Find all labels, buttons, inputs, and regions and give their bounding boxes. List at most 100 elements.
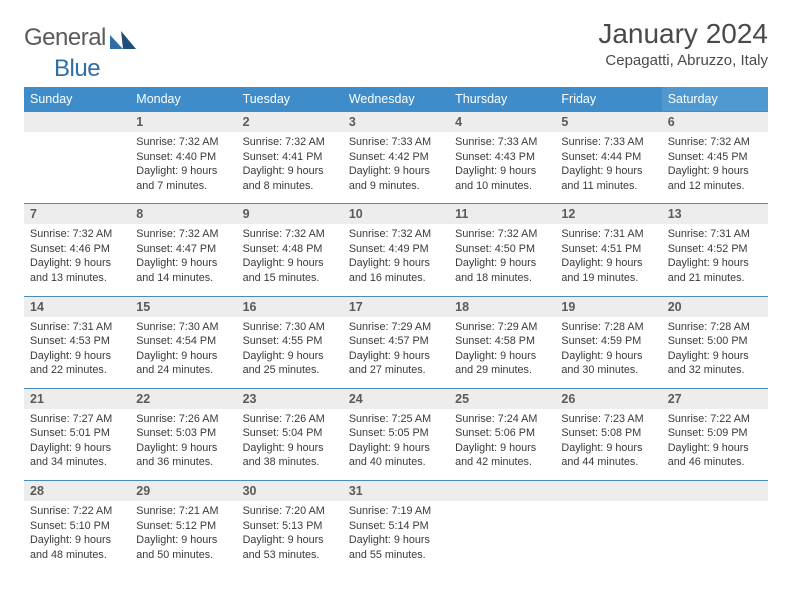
day-number <box>555 481 661 501</box>
day-body: Sunrise: 7:33 AMSunset: 4:43 PMDaylight:… <box>449 132 555 203</box>
calendar-day-cell: 16Sunrise: 7:30 AMSunset: 4:55 PMDayligh… <box>237 296 343 388</box>
day-number: 26 <box>555 389 661 409</box>
brand-name-b: Blue <box>54 55 100 82</box>
calendar-day-cell: 6Sunrise: 7:32 AMSunset: 4:45 PMDaylight… <box>662 112 768 204</box>
calendar-day-cell <box>555 481 661 573</box>
day-number <box>662 481 768 501</box>
day-body: Sunrise: 7:32 AMSunset: 4:45 PMDaylight:… <box>662 132 768 203</box>
calendar-day-cell: 24Sunrise: 7:25 AMSunset: 5:05 PMDayligh… <box>343 388 449 480</box>
calendar-day-cell: 3Sunrise: 7:33 AMSunset: 4:42 PMDaylight… <box>343 112 449 204</box>
calendar-day-cell: 29Sunrise: 7:21 AMSunset: 5:12 PMDayligh… <box>130 481 236 573</box>
day-number: 29 <box>130 481 236 501</box>
brand-name-a: General <box>24 24 106 52</box>
day-body: Sunrise: 7:19 AMSunset: 5:14 PMDaylight:… <box>343 501 449 572</box>
day-body: Sunrise: 7:20 AMSunset: 5:13 PMDaylight:… <box>237 501 343 572</box>
day-number: 5 <box>555 112 661 132</box>
calendar-day-cell: 8Sunrise: 7:32 AMSunset: 4:47 PMDaylight… <box>130 204 236 296</box>
day-body: Sunrise: 7:26 AMSunset: 5:04 PMDaylight:… <box>237 409 343 480</box>
day-body: Sunrise: 7:31 AMSunset: 4:53 PMDaylight:… <box>24 317 130 388</box>
calendar-day-cell: 10Sunrise: 7:32 AMSunset: 4:49 PMDayligh… <box>343 204 449 296</box>
calendar-day-cell: 31Sunrise: 7:19 AMSunset: 5:14 PMDayligh… <box>343 481 449 573</box>
day-body: Sunrise: 7:32 AMSunset: 4:46 PMDaylight:… <box>24 224 130 295</box>
calendar-day-cell: 30Sunrise: 7:20 AMSunset: 5:13 PMDayligh… <box>237 481 343 573</box>
calendar-day-cell: 12Sunrise: 7:31 AMSunset: 4:51 PMDayligh… <box>555 204 661 296</box>
day-body: Sunrise: 7:32 AMSunset: 4:50 PMDaylight:… <box>449 224 555 295</box>
calendar-day-cell: 22Sunrise: 7:26 AMSunset: 5:03 PMDayligh… <box>130 388 236 480</box>
calendar-day-cell: 7Sunrise: 7:32 AMSunset: 4:46 PMDaylight… <box>24 204 130 296</box>
day-number: 22 <box>130 389 236 409</box>
calendar-day-cell: 27Sunrise: 7:22 AMSunset: 5:09 PMDayligh… <box>662 388 768 480</box>
day-body: Sunrise: 7:29 AMSunset: 4:58 PMDaylight:… <box>449 317 555 388</box>
day-body <box>24 132 130 190</box>
day-number: 12 <box>555 204 661 224</box>
calendar-table: SundayMondayTuesdayWednesdayThursdayFrid… <box>24 87 768 572</box>
day-number: 21 <box>24 389 130 409</box>
day-body: Sunrise: 7:32 AMSunset: 4:48 PMDaylight:… <box>237 224 343 295</box>
calendar-day-cell: 19Sunrise: 7:28 AMSunset: 4:59 PMDayligh… <box>555 296 661 388</box>
calendar-week-row: 7Sunrise: 7:32 AMSunset: 4:46 PMDaylight… <box>24 204 768 296</box>
calendar-day-cell: 21Sunrise: 7:27 AMSunset: 5:01 PMDayligh… <box>24 388 130 480</box>
calendar-day-cell: 2Sunrise: 7:32 AMSunset: 4:41 PMDaylight… <box>237 112 343 204</box>
day-number: 24 <box>343 389 449 409</box>
day-number: 17 <box>343 297 449 317</box>
day-body: Sunrise: 7:29 AMSunset: 4:57 PMDaylight:… <box>343 317 449 388</box>
day-body: Sunrise: 7:32 AMSunset: 4:47 PMDaylight:… <box>130 224 236 295</box>
day-number: 10 <box>343 204 449 224</box>
day-body: Sunrise: 7:22 AMSunset: 5:10 PMDaylight:… <box>24 501 130 572</box>
day-body: Sunrise: 7:24 AMSunset: 5:06 PMDaylight:… <box>449 409 555 480</box>
day-body <box>449 501 555 559</box>
calendar-day-cell: 28Sunrise: 7:22 AMSunset: 5:10 PMDayligh… <box>24 481 130 573</box>
day-number: 3 <box>343 112 449 132</box>
calendar-day-cell: 23Sunrise: 7:26 AMSunset: 5:04 PMDayligh… <box>237 388 343 480</box>
day-number: 19 <box>555 297 661 317</box>
calendar-day-cell: 14Sunrise: 7:31 AMSunset: 4:53 PMDayligh… <box>24 296 130 388</box>
calendar-week-row: 21Sunrise: 7:27 AMSunset: 5:01 PMDayligh… <box>24 388 768 480</box>
calendar-day-cell: 5Sunrise: 7:33 AMSunset: 4:44 PMDaylight… <box>555 112 661 204</box>
weekday-header: Tuesday <box>237 87 343 112</box>
month-title: January 2024 <box>598 18 768 50</box>
weekday-header: Wednesday <box>343 87 449 112</box>
day-number: 31 <box>343 481 449 501</box>
day-body: Sunrise: 7:26 AMSunset: 5:03 PMDaylight:… <box>130 409 236 480</box>
day-body: Sunrise: 7:25 AMSunset: 5:05 PMDaylight:… <box>343 409 449 480</box>
day-number: 28 <box>24 481 130 501</box>
brand-logo: General <box>24 24 140 52</box>
weekday-header: Monday <box>130 87 236 112</box>
calendar-week-row: 28Sunrise: 7:22 AMSunset: 5:10 PMDayligh… <box>24 481 768 573</box>
calendar-day-cell: 15Sunrise: 7:30 AMSunset: 4:54 PMDayligh… <box>130 296 236 388</box>
day-body <box>555 501 661 559</box>
calendar-day-cell: 11Sunrise: 7:32 AMSunset: 4:50 PMDayligh… <box>449 204 555 296</box>
brand-mark-icon <box>110 27 136 49</box>
day-number: 30 <box>237 481 343 501</box>
calendar-day-cell <box>449 481 555 573</box>
day-number: 23 <box>237 389 343 409</box>
day-number: 2 <box>237 112 343 132</box>
day-body: Sunrise: 7:32 AMSunset: 4:49 PMDaylight:… <box>343 224 449 295</box>
day-number: 15 <box>130 297 236 317</box>
day-number: 4 <box>449 112 555 132</box>
day-number <box>24 112 130 132</box>
weekday-header: Friday <box>555 87 661 112</box>
day-body: Sunrise: 7:28 AMSunset: 4:59 PMDaylight:… <box>555 317 661 388</box>
calendar-day-cell: 25Sunrise: 7:24 AMSunset: 5:06 PMDayligh… <box>449 388 555 480</box>
calendar-day-cell: 13Sunrise: 7:31 AMSunset: 4:52 PMDayligh… <box>662 204 768 296</box>
day-number: 14 <box>24 297 130 317</box>
calendar-day-cell: 9Sunrise: 7:32 AMSunset: 4:48 PMDaylight… <box>237 204 343 296</box>
day-number: 13 <box>662 204 768 224</box>
calendar-day-cell: 4Sunrise: 7:33 AMSunset: 4:43 PMDaylight… <box>449 112 555 204</box>
day-body: Sunrise: 7:30 AMSunset: 4:55 PMDaylight:… <box>237 317 343 388</box>
day-number: 9 <box>237 204 343 224</box>
day-number: 11 <box>449 204 555 224</box>
day-number: 20 <box>662 297 768 317</box>
day-number: 8 <box>130 204 236 224</box>
day-body: Sunrise: 7:21 AMSunset: 5:12 PMDaylight:… <box>130 501 236 572</box>
calendar-day-cell: 1Sunrise: 7:32 AMSunset: 4:40 PMDaylight… <box>130 112 236 204</box>
day-number: 6 <box>662 112 768 132</box>
day-body: Sunrise: 7:27 AMSunset: 5:01 PMDaylight:… <box>24 409 130 480</box>
day-body: Sunrise: 7:32 AMSunset: 4:41 PMDaylight:… <box>237 132 343 203</box>
day-body <box>662 501 768 559</box>
day-number: 7 <box>24 204 130 224</box>
day-number <box>449 481 555 501</box>
day-body: Sunrise: 7:33 AMSunset: 4:42 PMDaylight:… <box>343 132 449 203</box>
day-number: 25 <box>449 389 555 409</box>
